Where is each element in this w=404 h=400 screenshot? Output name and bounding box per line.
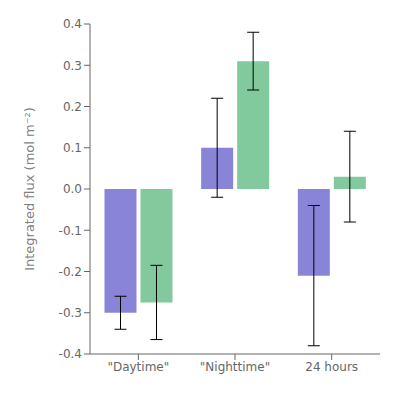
- svg-text:-0.3: -0.3: [59, 306, 82, 320]
- svg-text:-0.4: -0.4: [59, 347, 82, 361]
- svg-text:24 hours: 24 hours: [305, 360, 358, 374]
- svg-text:"Nighttime": "Nighttime": [200, 360, 270, 374]
- svg-text:0.0: 0.0: [63, 182, 82, 196]
- svg-text:0.1: 0.1: [63, 141, 82, 155]
- svg-text:0.2: 0.2: [63, 100, 82, 114]
- svg-text:Integrated flux (mol m⁻²): Integrated flux (mol m⁻²): [22, 107, 37, 271]
- svg-text:-0.1: -0.1: [59, 224, 82, 238]
- svg-text:0.3: 0.3: [63, 59, 82, 73]
- svg-text:-0.2: -0.2: [59, 265, 82, 279]
- svg-text:"Daytime": "Daytime": [107, 360, 169, 374]
- svg-text:0.4: 0.4: [63, 17, 82, 31]
